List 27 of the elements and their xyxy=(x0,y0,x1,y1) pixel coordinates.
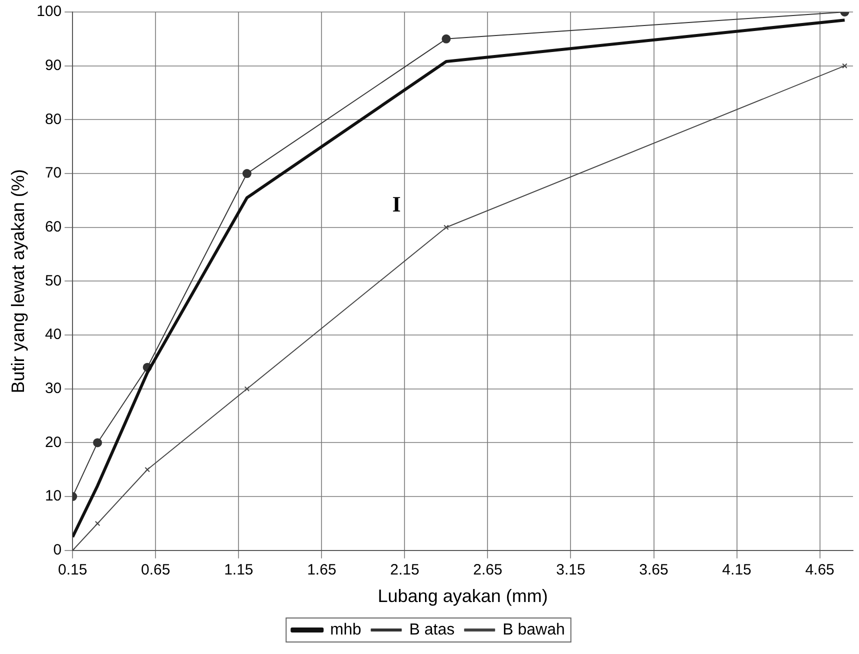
x-tick-label: 3.15 xyxy=(556,562,586,579)
x-tick-label: 1.15 xyxy=(224,562,254,579)
legend-label: mhb xyxy=(330,621,362,638)
y-tick-label: 30 xyxy=(44,380,62,398)
y-tick-label: 60 xyxy=(44,218,62,236)
x-tick-label: 0.65 xyxy=(141,562,170,579)
y-tick-label: 100 xyxy=(36,3,62,20)
y-axis-title: Butir yang lewat ayakan (%) xyxy=(8,169,28,394)
annotation: I xyxy=(392,192,401,217)
legend-label: B bawah xyxy=(502,621,565,638)
y-tick-label: 40 xyxy=(44,326,62,344)
x-tick-label: 0.15 xyxy=(58,562,88,579)
y-tick-label: 20 xyxy=(44,434,62,451)
x-tick-label: 4.65 xyxy=(805,562,834,579)
y-tick-label: 0 xyxy=(53,542,62,559)
x-tick-label: 3.65 xyxy=(639,562,668,579)
y-tick-label: 90 xyxy=(44,56,62,74)
y-tick-label: 80 xyxy=(44,110,62,128)
x-tick-label: 2.65 xyxy=(473,562,502,579)
x-tick-label: 4.15 xyxy=(722,562,752,579)
x-tick-label: 2.15 xyxy=(390,562,420,579)
y-tick-label: 50 xyxy=(44,272,62,290)
legend-label: B atas xyxy=(409,621,455,638)
y-tick-label: 10 xyxy=(44,488,62,505)
x-tick-label: 1.65 xyxy=(307,562,336,579)
y-tick-label: 70 xyxy=(44,164,62,182)
x-axis-title: Lubang ayakan (mm) xyxy=(378,586,548,606)
